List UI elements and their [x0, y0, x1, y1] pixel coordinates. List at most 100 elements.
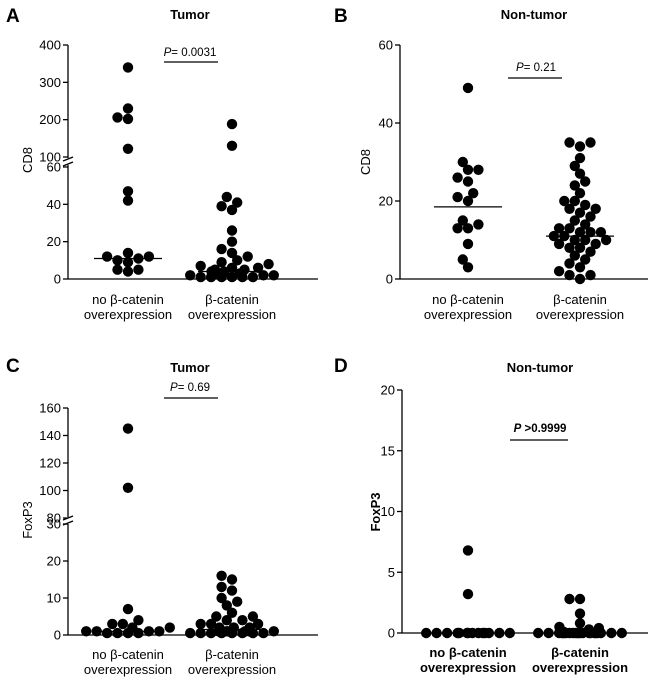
panel-b-data-point — [575, 153, 585, 163]
panel-b-data-point — [575, 141, 585, 151]
panel-d-data-point — [421, 628, 431, 638]
panel-b-y-axis-label: CD8 — [358, 149, 373, 175]
panel-a-data-point — [123, 62, 133, 72]
panel-b-data-point — [473, 219, 483, 229]
panel-d-data-point — [575, 608, 585, 618]
panel-d-data-point — [575, 594, 585, 604]
panel-a-y-tick-label: 100 — [39, 150, 61, 165]
panel-a-data-point — [222, 192, 232, 202]
panel-b-data-point — [580, 200, 590, 210]
panel-d-data-point — [564, 594, 574, 604]
panel-c-y-tick-label: 100 — [39, 483, 61, 498]
panel-c-data-point — [165, 622, 175, 632]
panel-b-category-label: β-catenin — [553, 292, 607, 307]
panel-b-p-value-text: = 0.21 — [524, 62, 556, 74]
panel-b-data-point — [458, 215, 468, 225]
panel-a-data-point — [196, 261, 206, 271]
panel-a-letter: A — [6, 6, 20, 27]
panel-c-category-label: overexpression — [188, 662, 276, 677]
panel-b-data-point — [575, 274, 585, 284]
panel-c-data-point — [211, 611, 221, 621]
panel-b-category-label: no β-catenin — [432, 292, 504, 307]
panel-b-title: Non-tumor — [501, 7, 567, 22]
panel-a-y-axis-label: CD8 — [20, 147, 35, 173]
panel-a-y-tick-label: 200 — [39, 112, 61, 127]
panel-d-data-point — [463, 589, 473, 599]
panel-a-p-value-text: = 0.0031 — [171, 47, 216, 59]
panel-a-data-point — [123, 114, 133, 124]
panel-d-y-tick-label: 5 — [388, 565, 395, 580]
panel-d-y-tick-label: 15 — [381, 443, 395, 458]
panel-d-letter: D — [334, 356, 348, 377]
panel-c-data-point — [227, 574, 237, 584]
panel-b-data-point — [585, 270, 595, 280]
panel-c-category-label: overexpression — [84, 662, 172, 677]
panel-c-data-point — [123, 423, 133, 433]
panel-c-title: Tumor — [170, 360, 209, 375]
panel-b-letter: B — [334, 6, 348, 27]
panel-b-data-point — [463, 176, 473, 186]
panel-c-y-tick-label: 10 — [47, 591, 61, 606]
panel-b-data-point — [554, 266, 564, 276]
panel-d-title: Non-tumor — [507, 360, 573, 375]
panel-a-data-point — [227, 119, 237, 129]
panel-a-category-label: overexpression — [188, 307, 276, 322]
panel-c-y-tick-label: 80 — [47, 511, 61, 526]
panel-c-data-point — [133, 615, 143, 625]
panel-b-data-point — [554, 223, 564, 233]
panel-c-data-point — [232, 597, 242, 607]
panel-a-data-point — [102, 251, 112, 261]
panel-a-data-point — [133, 265, 143, 275]
panel-a-category-label: β-catenin — [205, 292, 259, 307]
panel-a-data-point — [123, 144, 133, 154]
panel-c-data-point — [216, 571, 226, 581]
panel-b-data-point — [458, 254, 468, 264]
panel-b-category-label: overexpression — [424, 307, 512, 322]
panel-c-data-point — [112, 628, 122, 638]
panel-b-data-point — [559, 196, 569, 206]
panel-b-data-point — [463, 83, 473, 93]
panel-d-data-point — [463, 545, 473, 555]
figure: A Tumor0204060100200300400CD8no β-catenin… — [0, 0, 664, 680]
panel-a-category-label: no β-catenin — [92, 292, 164, 307]
panel-c-p-value-label: P= 0.69 — [170, 382, 210, 394]
panel-d-data-point — [575, 618, 585, 628]
panel-c-data-point — [248, 611, 258, 621]
panel-c-category-label: β-catenin — [205, 647, 259, 662]
panel-b-data-point — [458, 157, 468, 167]
panel-b-category-label: overexpression — [536, 307, 624, 322]
panel-c-data-point — [216, 582, 226, 592]
panel-a-data-point — [227, 248, 237, 258]
panel-a-data-point — [112, 255, 122, 265]
panel-b-data-point — [452, 172, 462, 182]
panel-c-letter: C — [6, 356, 20, 377]
panel-b-data-point — [463, 239, 473, 249]
panel-a-data-point — [227, 225, 237, 235]
panel-d-p-value-text: >0.9999 — [521, 423, 566, 435]
panel-c-data-point — [118, 619, 128, 629]
panel-a-data-point — [123, 248, 133, 258]
panel-c-data-point — [185, 628, 195, 638]
panel-d-y-tick-label: 20 — [381, 383, 395, 398]
panel-a-data-point — [263, 259, 273, 269]
panel-c-y-tick-label: 20 — [47, 554, 61, 569]
panel-b-data-point — [585, 137, 595, 147]
panel-a-p-value-label: P= 0.0031 — [164, 47, 217, 59]
panel-a-data-point — [112, 265, 122, 275]
panel-d-category-label: β-catenin — [551, 645, 609, 660]
panel-b-y-tick-label: 20 — [379, 194, 393, 209]
panel-b-data-point — [473, 165, 483, 175]
panel-a-y-tick-label: 40 — [47, 197, 61, 212]
panel-b-data-point — [468, 188, 478, 198]
panel-c-y-tick-label: 120 — [39, 456, 61, 471]
panel-b-data-point — [570, 180, 580, 190]
panel-b-y-tick-label: 0 — [386, 272, 393, 287]
panel-c-data-point — [102, 628, 112, 638]
panel-d-data-point — [533, 628, 543, 638]
panel-a-data-point — [123, 186, 133, 196]
panel-c-y-tick-label: 0 — [54, 628, 61, 643]
panel-a-data-point — [196, 272, 206, 282]
panel-b-data-point — [452, 192, 462, 202]
panel-c-data-point — [123, 483, 133, 493]
panel-a-data-point — [227, 237, 237, 247]
